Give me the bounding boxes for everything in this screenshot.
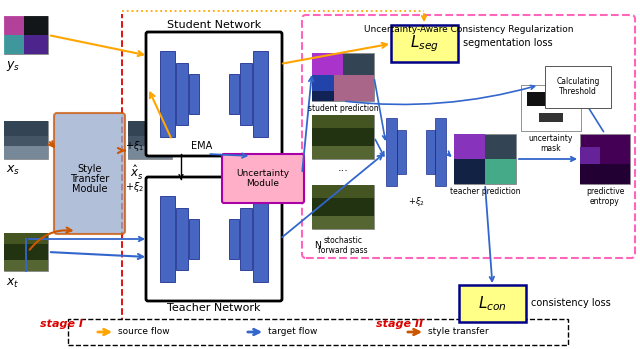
Text: teacher prediction: teacher prediction xyxy=(450,187,520,196)
Text: target flow: target flow xyxy=(268,327,317,336)
Bar xyxy=(312,115,374,128)
Text: $x_t$: $x_t$ xyxy=(6,277,19,290)
Text: stage II: stage II xyxy=(376,319,424,329)
Bar xyxy=(128,136,172,146)
Bar xyxy=(539,113,563,122)
FancyBboxPatch shape xyxy=(54,113,125,234)
Bar xyxy=(160,196,175,282)
Bar xyxy=(312,216,374,229)
Text: $L_{seg}$: $L_{seg}$ xyxy=(410,33,439,54)
Bar xyxy=(68,319,568,345)
Text: Style: Style xyxy=(77,163,102,173)
Bar xyxy=(4,136,48,146)
Text: ...: ... xyxy=(337,163,348,173)
Bar xyxy=(312,53,343,75)
Text: predictive
entropy: predictive entropy xyxy=(586,187,624,206)
Bar xyxy=(435,118,446,186)
Bar xyxy=(253,51,268,137)
Text: Calculating
Threshold: Calculating Threshold xyxy=(556,77,600,96)
Text: $x_s$: $x_s$ xyxy=(6,164,20,177)
FancyBboxPatch shape xyxy=(146,32,282,156)
Bar xyxy=(189,74,199,114)
Text: stage I: stage I xyxy=(40,319,83,329)
FancyBboxPatch shape xyxy=(146,177,282,301)
Bar xyxy=(454,134,485,159)
Bar xyxy=(240,208,252,270)
Bar xyxy=(4,146,48,159)
Text: consistency loss: consistency loss xyxy=(531,298,611,309)
Text: Teacher Network: Teacher Network xyxy=(167,303,260,313)
Text: segmentation loss: segmentation loss xyxy=(463,38,552,49)
FancyBboxPatch shape xyxy=(222,154,304,203)
Bar xyxy=(312,75,333,91)
Bar xyxy=(312,53,374,101)
Bar xyxy=(240,62,252,126)
Text: source flow: source flow xyxy=(118,327,170,336)
Bar xyxy=(4,121,48,136)
Text: $\hat{x}_s$: $\hat{x}_s$ xyxy=(130,164,143,182)
Bar xyxy=(485,159,516,184)
Text: $L_{con}$: $L_{con}$ xyxy=(478,294,507,313)
Text: Uncertainty: Uncertainty xyxy=(236,169,289,178)
Bar xyxy=(454,159,485,184)
Bar xyxy=(128,121,172,159)
Bar xyxy=(312,128,374,146)
Bar xyxy=(312,115,374,159)
Bar xyxy=(4,244,48,260)
Bar xyxy=(527,92,569,106)
Bar xyxy=(24,16,48,35)
Bar xyxy=(4,233,48,244)
Bar xyxy=(312,185,374,198)
FancyBboxPatch shape xyxy=(391,25,458,62)
Bar xyxy=(312,91,333,101)
Text: Module: Module xyxy=(246,179,280,188)
Bar xyxy=(24,35,48,54)
Bar xyxy=(454,134,516,184)
Text: stochastic
forward pass: stochastic forward pass xyxy=(318,236,368,255)
Bar xyxy=(128,146,172,159)
Text: uncertainty
mask: uncertainty mask xyxy=(529,134,573,154)
Text: N: N xyxy=(314,241,321,250)
Text: EMA: EMA xyxy=(191,141,212,151)
Bar xyxy=(386,118,397,186)
Bar xyxy=(4,16,24,35)
Bar xyxy=(160,51,175,137)
Bar xyxy=(312,146,374,159)
Bar xyxy=(312,185,374,229)
Bar xyxy=(128,121,172,136)
Bar xyxy=(4,260,48,271)
Bar xyxy=(397,129,406,174)
Bar xyxy=(189,219,199,259)
Bar xyxy=(4,233,48,271)
Bar xyxy=(176,62,188,126)
Text: Student Network: Student Network xyxy=(167,20,261,30)
Bar xyxy=(253,196,268,282)
Bar xyxy=(333,75,374,101)
Bar xyxy=(580,147,600,164)
Text: student prediction: student prediction xyxy=(308,104,378,113)
Bar xyxy=(229,219,239,259)
FancyBboxPatch shape xyxy=(459,285,526,322)
Text: style transfer: style transfer xyxy=(428,327,488,336)
Text: $+\xi_2$: $+\xi_2$ xyxy=(125,180,144,194)
Bar xyxy=(426,129,435,174)
Text: Uncertainty-Aware Consistency Regularization: Uncertainty-Aware Consistency Regulariza… xyxy=(364,25,573,34)
Bar xyxy=(521,85,581,131)
Text: Transfer: Transfer xyxy=(70,173,109,184)
Bar xyxy=(229,74,239,114)
Bar xyxy=(312,198,374,216)
Text: Module: Module xyxy=(72,184,108,193)
Bar xyxy=(580,134,630,184)
Bar xyxy=(580,164,630,184)
Text: $y_s$: $y_s$ xyxy=(6,59,20,73)
Text: $+\xi_1$: $+\xi_1$ xyxy=(125,139,144,153)
Text: $+\xi_2$: $+\xi_2$ xyxy=(408,195,424,208)
Bar xyxy=(4,16,48,54)
Bar xyxy=(4,121,48,159)
Bar xyxy=(4,35,24,54)
Bar xyxy=(176,208,188,270)
